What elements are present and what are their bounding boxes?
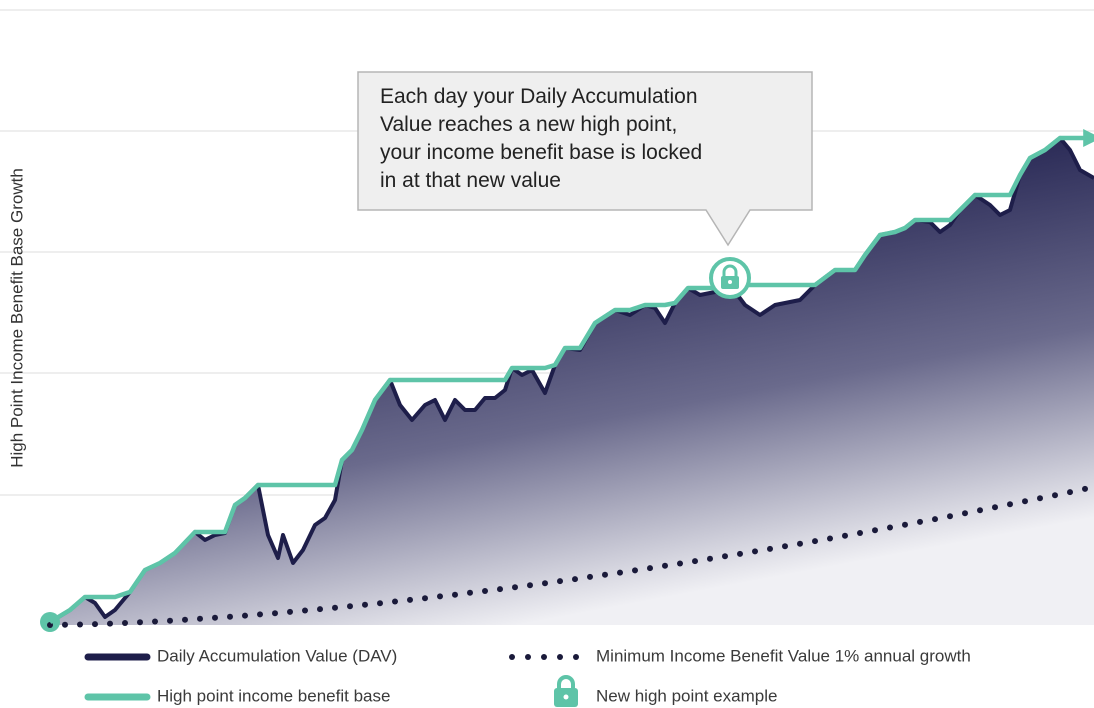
dot — [467, 589, 473, 596]
dot — [452, 591, 458, 598]
dot — [737, 550, 743, 557]
dot — [1052, 492, 1058, 499]
dot — [272, 610, 278, 617]
dot — [107, 620, 113, 627]
dot — [632, 567, 638, 574]
dot — [662, 562, 668, 569]
overlay — [47, 129, 1094, 628]
dot — [1067, 489, 1073, 496]
callout-line: your income benefit base is locked — [380, 141, 702, 164]
legend-lock — [554, 675, 578, 707]
dot — [362, 601, 368, 608]
dot — [932, 516, 938, 523]
dot — [752, 548, 758, 555]
dot — [332, 604, 338, 611]
dot — [1082, 485, 1088, 492]
plot — [48, 136, 1094, 625]
dot — [1022, 498, 1028, 505]
callout-line: in at that new value — [380, 169, 561, 192]
callout-line: Each day your Daily Accumulation — [380, 85, 698, 108]
legend-label: Daily Accumulation Value (DAV) — [157, 646, 397, 665]
dot — [872, 527, 878, 534]
area — [50, 138, 1094, 625]
dot — [182, 616, 188, 623]
callout-line: Value reaches a new high point, — [380, 113, 677, 136]
legend-label: High point income benefit base — [157, 686, 390, 705]
dot — [167, 617, 173, 624]
dot — [347, 603, 353, 610]
lock-marker — [709, 257, 751, 299]
dot — [557, 578, 563, 585]
dot — [887, 524, 893, 531]
line — [48, 129, 1094, 624]
dot — [857, 530, 863, 536]
dot — [122, 620, 128, 626]
dot — [392, 598, 398, 605]
dot — [797, 540, 803, 547]
dot — [497, 586, 503, 593]
dot — [317, 606, 323, 613]
dot — [377, 600, 383, 607]
dot — [77, 621, 83, 628]
dot — [962, 510, 968, 517]
dot — [287, 608, 293, 615]
dot — [542, 580, 548, 587]
dot — [677, 560, 683, 567]
dot — [302, 607, 308, 614]
y-axis-label: High Point Income Benefit Base Growth — [7, 168, 26, 468]
dot — [437, 593, 443, 600]
legend-swatch — [509, 654, 579, 660]
dot — [947, 513, 953, 520]
dot — [602, 571, 608, 578]
legend-label: New high point example — [596, 686, 777, 705]
dot — [707, 555, 713, 562]
dot — [257, 611, 263, 618]
dot — [152, 618, 158, 625]
dot — [407, 596, 413, 603]
dot — [62, 621, 68, 628]
dot — [1007, 501, 1013, 508]
dot — [227, 613, 233, 620]
dot — [977, 507, 983, 514]
dot — [647, 565, 653, 572]
dot — [812, 538, 818, 545]
dot — [587, 573, 593, 580]
dot — [212, 614, 218, 621]
dot — [992, 504, 998, 511]
dot — [527, 582, 533, 589]
dot — [782, 543, 788, 550]
callout-box — [357, 71, 813, 247]
dot — [827, 535, 833, 542]
dot — [617, 569, 623, 576]
dot — [422, 595, 428, 602]
dot — [482, 588, 488, 594]
dot — [1037, 495, 1043, 502]
dot — [137, 619, 143, 626]
dot — [572, 576, 578, 583]
dot — [902, 521, 908, 528]
dot — [842, 532, 848, 539]
dot — [692, 558, 698, 565]
dot — [197, 615, 203, 622]
legend: Daily Accumulation Value (DAV) Minimum I… — [84, 646, 971, 707]
dot — [512, 584, 518, 591]
dot — [92, 621, 98, 628]
dot — [767, 545, 773, 552]
dot — [242, 612, 248, 619]
legend-label: Minimum Income Benefit Value 1% annual g… — [596, 646, 971, 665]
dot — [722, 553, 728, 560]
dot — [917, 518, 923, 525]
